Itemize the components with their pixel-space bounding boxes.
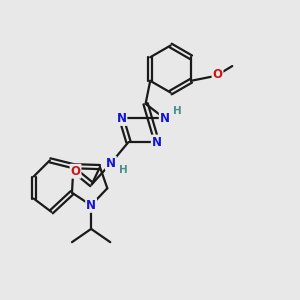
Text: N: N — [160, 112, 170, 125]
Text: N: N — [106, 157, 116, 170]
Text: H: H — [173, 106, 182, 116]
Text: O: O — [70, 165, 80, 178]
Text: O: O — [212, 68, 223, 81]
Text: N: N — [86, 199, 96, 212]
Text: H: H — [119, 165, 128, 175]
Text: N: N — [152, 136, 162, 148]
Text: N: N — [116, 112, 126, 125]
